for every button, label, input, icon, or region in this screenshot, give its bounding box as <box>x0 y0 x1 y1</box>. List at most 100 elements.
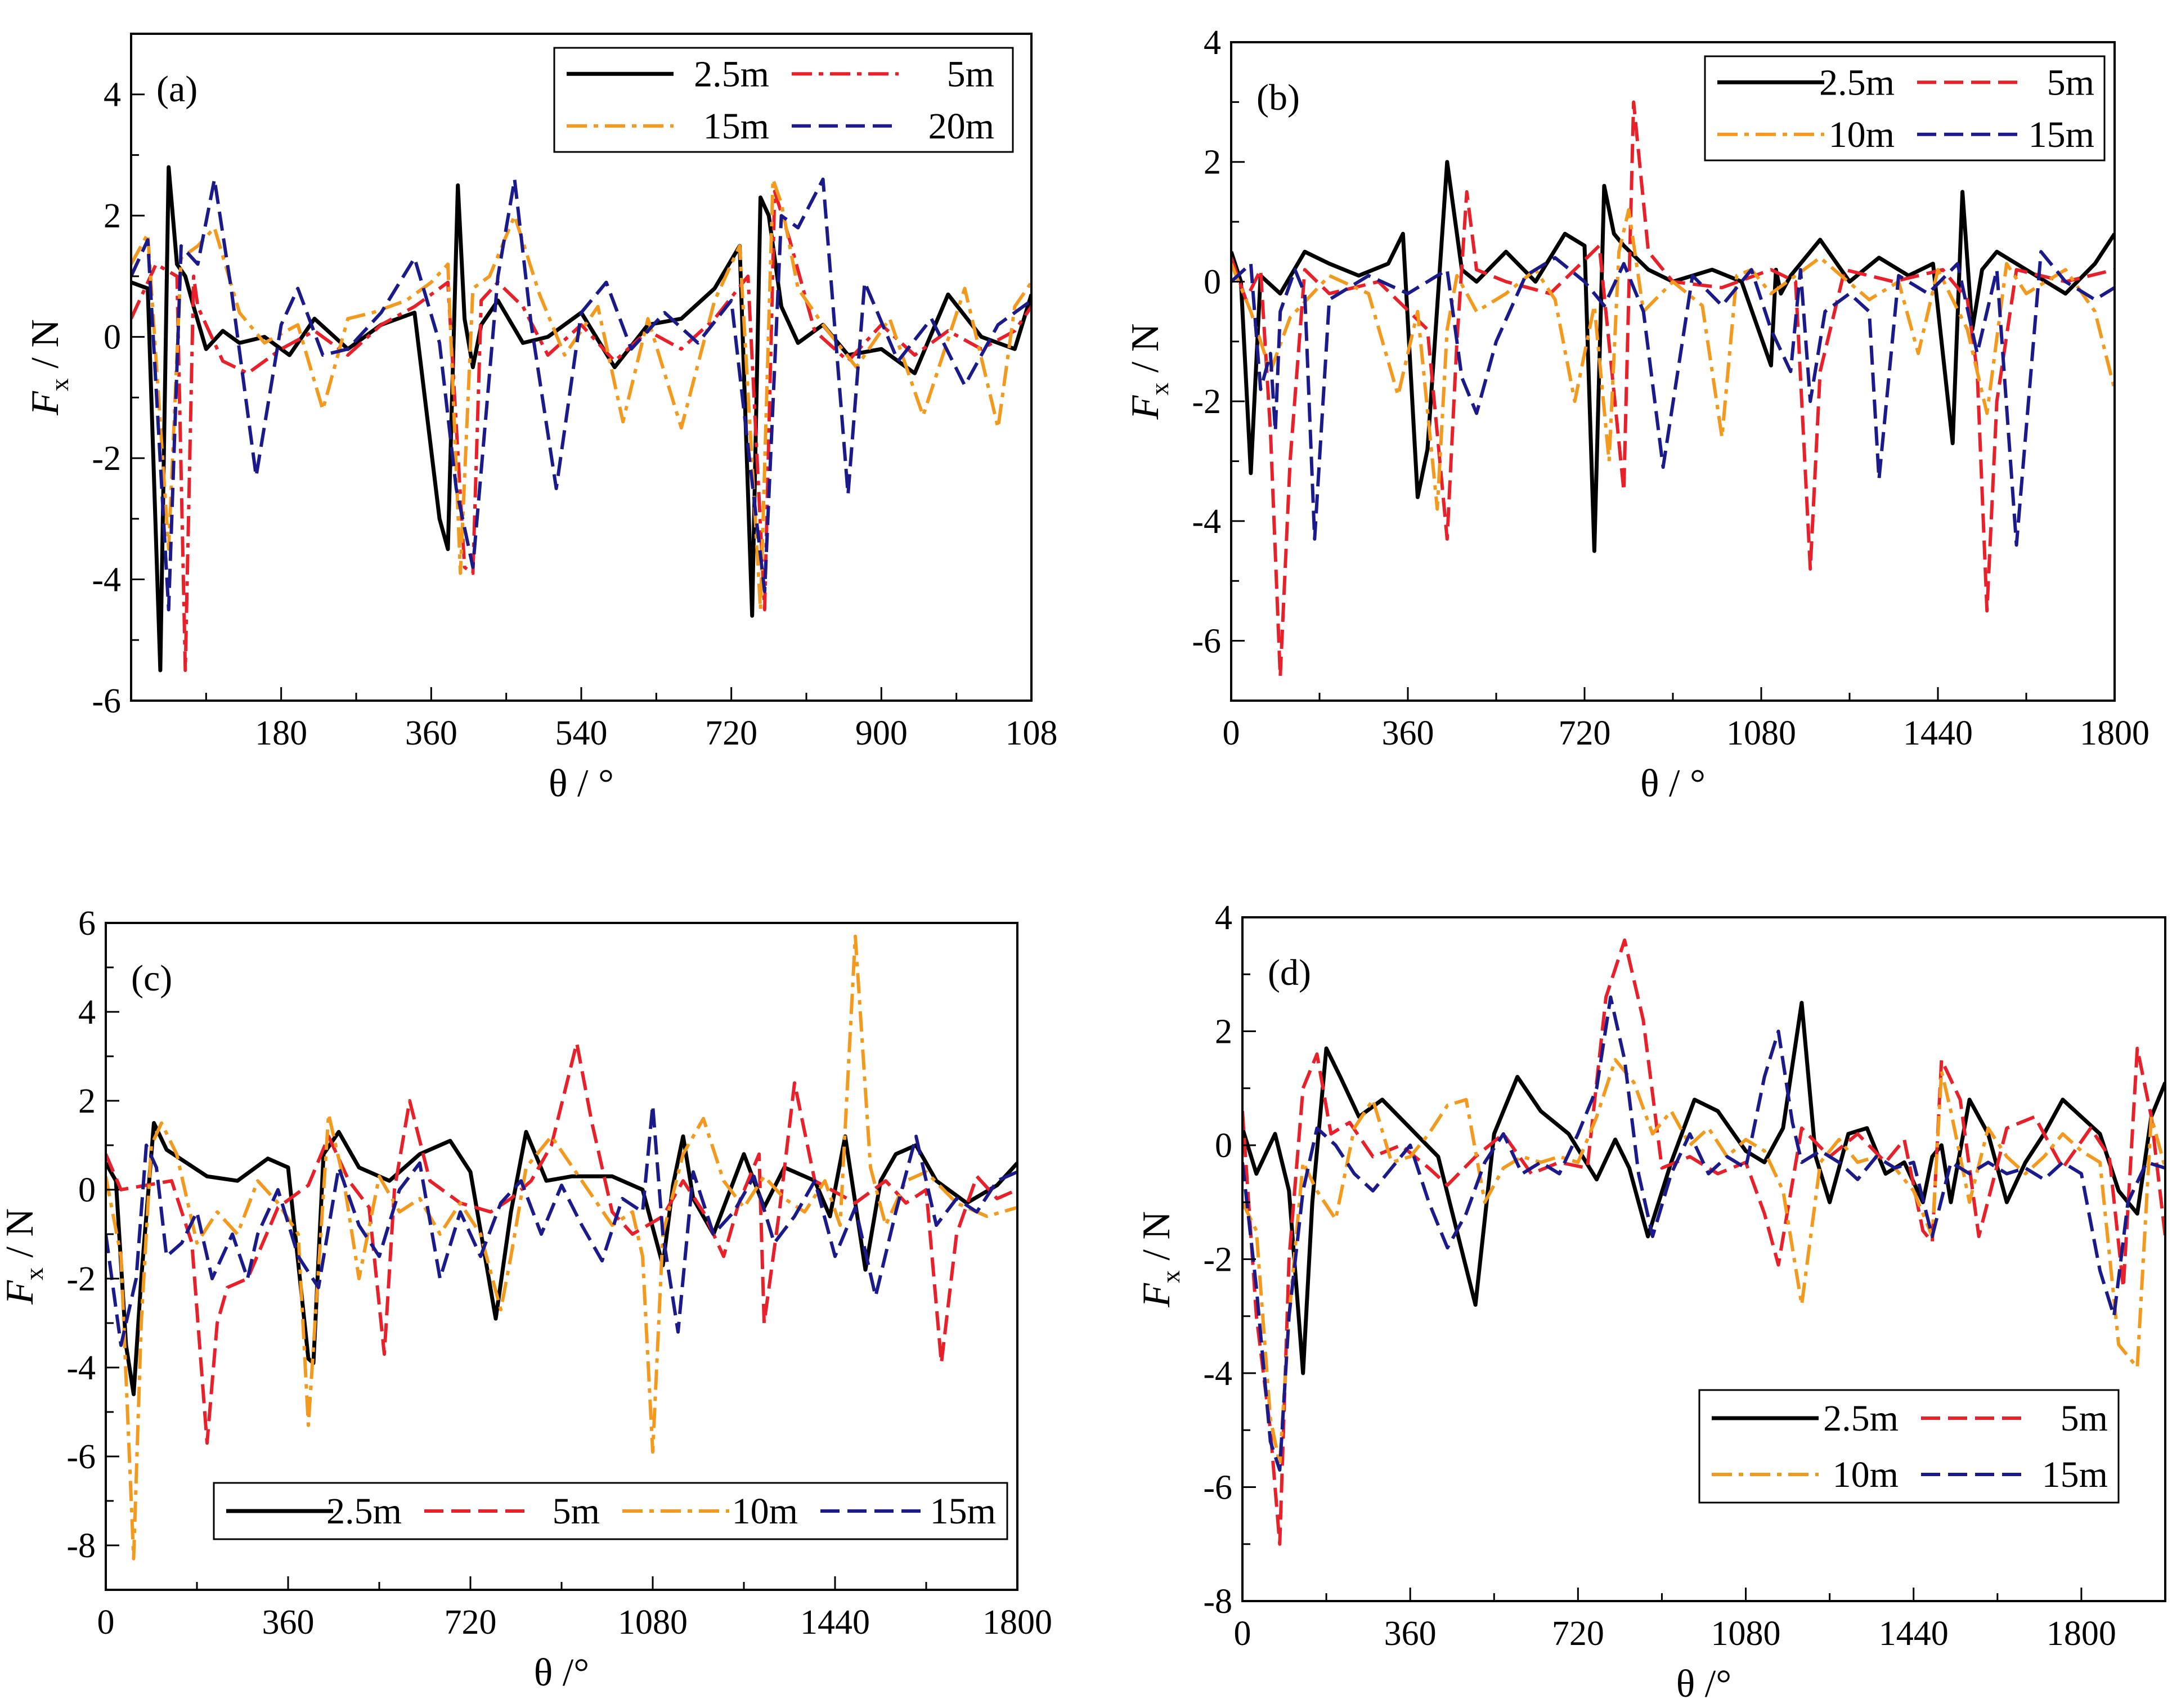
series-line-10m <box>1231 208 2115 511</box>
x-tick-label: 0 <box>1234 1615 1251 1653</box>
x-tick-label: 1440 <box>800 1603 870 1642</box>
legend-label: 10m <box>1833 1454 1899 1495</box>
y-tick-label: 2 <box>78 1082 96 1120</box>
x-tick-label: 360 <box>1382 714 1434 752</box>
y-tick-label: -2 <box>66 1260 96 1298</box>
x-axis-label: θ / ° <box>1640 762 1706 805</box>
y-tick-label: 4 <box>78 993 96 1032</box>
x-axis-label: θ /° <box>534 1651 589 1694</box>
legend-label: 20m <box>928 106 994 147</box>
series-group <box>1231 100 2115 679</box>
panels-group: 180 360 540 720 900 108 -6 -4 -2 0 2 4 θ / ° Fx / N (a… <box>0 24 2166 1706</box>
series-line-15m <box>106 1103 1017 1347</box>
y-tick-label: -6 <box>66 1438 96 1476</box>
y-tick-label: -4 <box>66 1349 96 1387</box>
y-tick-label: -8 <box>66 1527 96 1565</box>
x-tick-label: 360 <box>405 714 457 752</box>
y-axis-label: Fx / N <box>1124 324 1174 420</box>
series-line-15m <box>1242 995 2165 1472</box>
series-line-5m <box>106 1041 1017 1445</box>
x-tick-label: 360 <box>262 1603 315 1642</box>
y-tick-label: 2 <box>104 197 121 235</box>
y-tick-label: -2 <box>1203 1241 1232 1279</box>
series-line-2_5m <box>131 165 1031 673</box>
series-group <box>106 934 1017 1561</box>
series-line-5m <box>1242 938 2165 1546</box>
panel-tag: (c) <box>131 958 172 999</box>
x-tick-label: 900 <box>855 714 908 752</box>
x-tick-label: 360 <box>1384 1615 1437 1653</box>
x-tick-label: 180 <box>255 714 307 752</box>
series-group <box>131 165 1031 673</box>
legend: 2.5m 5m 10m 15m <box>1704 55 2106 162</box>
y-tick-label: 2 <box>1215 1013 1232 1051</box>
y-tick-label: 0 <box>1215 1127 1232 1165</box>
series-line-2_5m <box>106 1121 1017 1396</box>
x-tick-label: 1080 <box>618 1603 688 1642</box>
panel-tag: (b) <box>1256 77 1300 118</box>
legend-label: 2.5m <box>1823 1398 1899 1439</box>
chart-panel-1: 180 360 540 720 900 108 -6 -4 -2 0 2 4 θ / ° Fx / N (a… <box>24 33 1058 805</box>
legend-label: 5m <box>553 1491 600 1532</box>
chart-panel-3: 0 360 720 1080 1440 1800 -8 -6 -4 -2 0 2 4 6 θ /° Fx / … <box>0 904 1052 1694</box>
x-tick-label: 1440 <box>1903 714 1973 752</box>
y-tick-label: 0 <box>78 1171 96 1209</box>
y-tick-label: 4 <box>104 76 121 114</box>
x-tick-label: 108 <box>1006 714 1058 752</box>
legend-box <box>553 47 1014 153</box>
y-axis-label: Fx / N <box>24 319 74 416</box>
y-tick-label: -8 <box>1203 1583 1232 1621</box>
y-tick-label: -2 <box>92 440 121 478</box>
series-line-10m <box>1242 1058 2165 1466</box>
x-tick-label: 540 <box>555 714 608 752</box>
legend-label: 5m <box>2061 1398 2108 1439</box>
y-axis-label: Fx / N <box>0 1208 48 1305</box>
legend-box <box>1698 1389 2120 1504</box>
x-tick-label: 1800 <box>982 1603 1052 1642</box>
legend-label: 5m <box>947 53 994 95</box>
series-line-15m <box>1231 250 2115 547</box>
series-line-5m <box>131 190 1031 673</box>
chart-panel-4: 0 360 720 1080 1440 1800 -8 -6 -4 -2 0 2 4 θ /° Fx / N… <box>1135 899 2166 1706</box>
x-tick-label: 720 <box>1552 1615 1604 1653</box>
x-axis-label: θ / ° <box>549 762 614 805</box>
x-tick-label: 720 <box>445 1603 497 1642</box>
x-tick-label: 720 <box>1559 714 1611 752</box>
series-line-20m <box>131 177 1031 612</box>
x-tick-label: 0 <box>1223 714 1240 752</box>
legend-label: 2.5m <box>694 53 769 95</box>
x-tick-label: 0 <box>97 1603 115 1642</box>
legend-label: 15m <box>2029 114 2094 155</box>
legend-label: 10m <box>1829 114 1895 155</box>
series-group <box>1242 938 2165 1546</box>
legend: 2.5m 5m 10m 15m <box>1698 1389 2120 1504</box>
legend-label: 15m <box>930 1491 996 1532</box>
legend: 2.5m 5m 10m 15m <box>213 1482 1008 1540</box>
y-tick-label: 0 <box>1204 263 1221 301</box>
series-line-2_5m <box>1231 160 2115 553</box>
legend-label: 15m <box>703 106 769 147</box>
y-tick-label: -4 <box>92 561 121 599</box>
panel-tag: (a) <box>156 69 198 110</box>
y-tick-label: -6 <box>1203 1469 1232 1507</box>
y-tick-label: -2 <box>1192 383 1221 421</box>
y-tick-label: 0 <box>104 319 121 357</box>
x-tick-label: 1080 <box>1711 1615 1781 1653</box>
x-axis-label: θ /° <box>1676 1662 1731 1706</box>
series-line-10m <box>106 934 1017 1561</box>
x-tick-label: 1080 <box>1726 714 1796 752</box>
y-axis-label: Fx / N <box>1135 1211 1185 1308</box>
chart-panel-2: 0 360 720 1080 1440 1800 -6 -4 -2 0 2 4 θ / ° Fx / N (… <box>1124 24 2149 805</box>
series-line-15m <box>131 177 1031 612</box>
legend: 2.5m 5m 15m 20m <box>553 47 1014 153</box>
series-line-2_5m <box>1242 1001 2165 1375</box>
x-tick-label: 1440 <box>1879 1615 1949 1653</box>
y-tick-label: 6 <box>78 904 96 943</box>
y-tick-label: -6 <box>92 682 121 720</box>
y-tick-label: -4 <box>1203 1355 1232 1393</box>
panel-tag: (d) <box>1268 952 1311 993</box>
x-tick-label: 720 <box>705 714 757 752</box>
legend-label: 10m <box>732 1491 798 1532</box>
x-tick-label: 1800 <box>2047 1615 2116 1653</box>
